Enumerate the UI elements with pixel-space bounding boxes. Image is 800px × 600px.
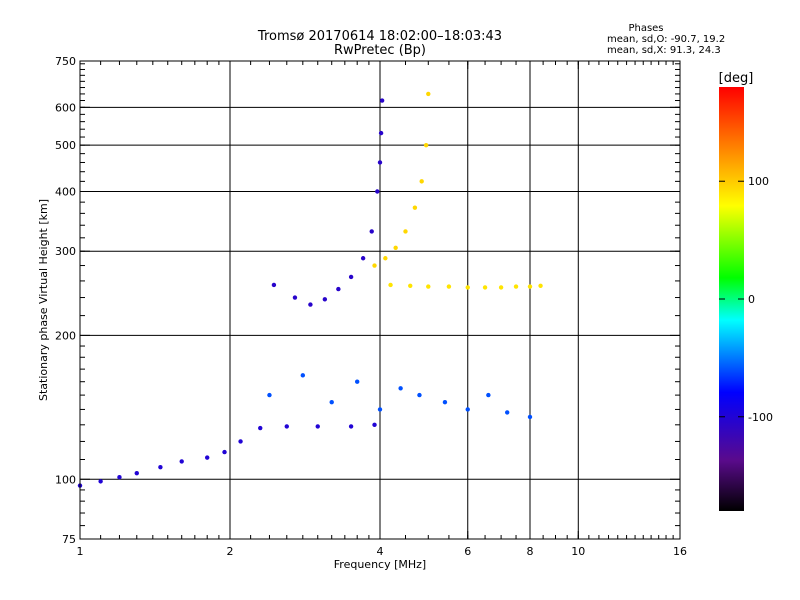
data-point	[267, 392, 272, 398]
colorbar-tick-label: 100	[748, 175, 769, 188]
data-point	[465, 285, 470, 290]
data-point	[179, 459, 184, 464]
chart-title: Tromsø 20170614 18:02:00–18:03:43	[257, 29, 502, 44]
data-point	[204, 455, 210, 460]
data-point	[238, 439, 243, 444]
data-point	[408, 283, 413, 288]
y-tick-label: 500	[55, 139, 76, 152]
gridlines	[80, 61, 680, 539]
data-point	[513, 284, 519, 289]
data-point	[271, 282, 277, 288]
data-point	[375, 189, 380, 194]
data-point	[372, 263, 377, 268]
data-point	[158, 464, 163, 470]
x-tick-label: 16	[673, 545, 687, 558]
x-tick-label: 6	[464, 545, 471, 558]
phase-stats-x: mean, sd,X: 91.3, 24.3	[607, 45, 721, 56]
data-point	[412, 205, 418, 210]
data-point	[222, 449, 227, 455]
data-point	[538, 283, 543, 288]
y-tick-label: 200	[55, 329, 76, 342]
data-point	[379, 98, 385, 103]
data-point	[322, 297, 328, 302]
data-point	[360, 256, 366, 261]
chart-subtitle: RwPretec (Bp)	[334, 43, 426, 58]
data-point	[336, 286, 341, 292]
data-point	[423, 142, 429, 148]
y-tick-label: 400	[55, 185, 76, 198]
colorbar-tick-label: 0	[748, 293, 755, 306]
phase-stats-o: mean, sd,O: -90.7, 19.2	[607, 34, 725, 45]
colorbar-tick-label: -100	[748, 411, 773, 424]
x-tick-label: 8	[527, 545, 534, 558]
colorbar-ticks: 100 0 -100	[719, 175, 773, 424]
data-point	[482, 285, 488, 290]
data-point	[117, 475, 122, 480]
data-point	[398, 386, 403, 391]
data-point	[527, 284, 533, 289]
x-tick-label: 1	[77, 545, 84, 558]
data-point	[348, 274, 354, 280]
data-point	[308, 302, 313, 307]
y-tick-label: 300	[55, 245, 76, 258]
x-tick-label: 2	[227, 545, 234, 558]
data-point	[388, 282, 393, 288]
data-point	[284, 424, 289, 429]
data-point	[348, 424, 354, 429]
data-point	[417, 392, 422, 398]
data-point	[300, 373, 306, 378]
data-point	[378, 130, 384, 136]
data-point	[465, 407, 470, 412]
plot-frame	[79, 60, 681, 540]
y-tick-label: 75	[62, 533, 76, 546]
y-tick-label: 600	[55, 101, 76, 114]
data-point	[403, 229, 408, 234]
data-point	[134, 470, 139, 476]
x-tick-label: 4	[377, 545, 384, 558]
data-point	[369, 229, 374, 234]
y-tick-label: 100	[55, 473, 76, 486]
x-axis-label: Frequency [MHz]	[334, 558, 426, 571]
data-point	[426, 91, 431, 97]
data-point	[372, 422, 377, 428]
data-point	[377, 160, 383, 165]
data-point	[377, 407, 383, 412]
data-point	[486, 392, 491, 398]
data-point	[442, 399, 448, 405]
data-point	[419, 179, 424, 184]
data-point	[329, 399, 334, 405]
data-point	[504, 410, 510, 415]
data-point	[393, 245, 398, 250]
data-points	[77, 91, 543, 488]
data-point	[383, 256, 388, 261]
data-point	[315, 424, 320, 429]
data-point	[98, 479, 103, 484]
data-point	[292, 295, 298, 300]
data-point	[426, 284, 431, 289]
y-axis-label: Stationary phase Virtual Height [km]	[37, 199, 50, 401]
data-point	[446, 284, 452, 289]
data-point	[527, 414, 533, 420]
data-point	[258, 425, 263, 431]
colorbar-label: [deg]	[719, 71, 754, 86]
data-point	[354, 379, 360, 384]
y-tick-label: 750	[55, 55, 76, 68]
data-point	[498, 285, 504, 290]
phase-stats-header: Phases	[628, 23, 663, 34]
x-tick-label: 10	[571, 545, 585, 558]
